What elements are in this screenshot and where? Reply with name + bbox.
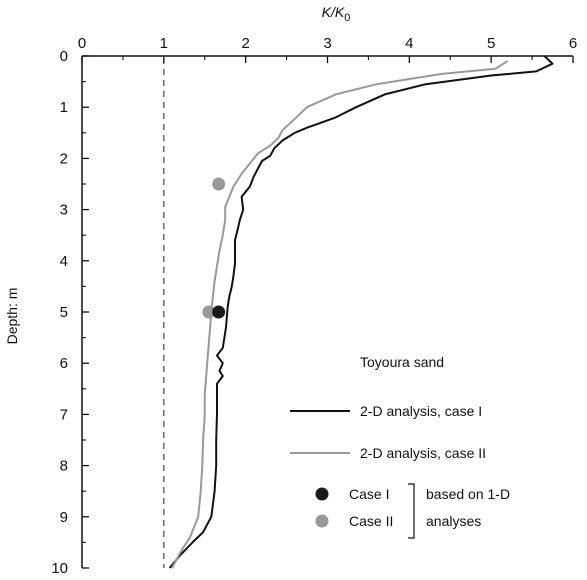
y-tick-label: 4 xyxy=(60,253,68,270)
marker-case-ii xyxy=(212,177,226,191)
legend-label-case-ii-line: 2-D analysis, case II xyxy=(360,445,486,461)
legend-bracket-text-1: based on 1-D xyxy=(426,486,510,502)
series-line-case-i xyxy=(168,55,554,569)
x-tick-label: 5 xyxy=(487,35,495,52)
x-tick-label: 0 xyxy=(78,35,86,52)
annotation-toyoura-sand: Toyoura sand xyxy=(360,354,444,370)
legend-bracket-text-2: analyses xyxy=(426,513,481,529)
legend-label-case-ii-marker: Case II xyxy=(349,513,393,529)
series-lines xyxy=(168,55,554,569)
legend-bracket xyxy=(408,483,415,539)
y-tick-label: 0 xyxy=(60,48,68,65)
legend-marker-case-i xyxy=(315,487,329,501)
y-axis-title: Depth: m xyxy=(4,288,20,345)
tick-marks: 0 1 2 3 4 5 6 0 1 2 3 4 5 6 7 8 9 10 xyxy=(51,35,577,577)
marker-case-i xyxy=(212,305,226,319)
series-line-case-ii xyxy=(171,60,509,569)
x-tick-label: 1 xyxy=(160,35,168,52)
y-tick-label: 1 xyxy=(60,99,68,116)
y-tick-label: 10 xyxy=(51,560,68,577)
x-axis-title-main: K/K xyxy=(322,4,345,20)
legend-label-case-i-marker: Case I xyxy=(349,486,389,502)
y-tick-label: 3 xyxy=(60,202,68,219)
x-tick-label: 3 xyxy=(323,35,331,52)
x-tick-label: 4 xyxy=(405,35,413,52)
legend: 2-D analysis, case I 2-D analysis, case … xyxy=(290,403,510,539)
x-tick-label: 6 xyxy=(569,35,577,52)
y-tick-label: 6 xyxy=(60,355,68,372)
y-tick-label: 2 xyxy=(60,150,68,167)
y-tick-label: 7 xyxy=(60,406,68,423)
y-tick-label: 5 xyxy=(60,304,68,321)
reference-markers xyxy=(202,177,226,319)
marker-case-ii xyxy=(202,305,216,319)
y-tick-label: 9 xyxy=(60,509,68,526)
legend-label-case-i-line: 2-D analysis, case I xyxy=(360,403,482,419)
x-tick-label: 2 xyxy=(241,35,249,52)
x-axis-title: K/K0 xyxy=(322,4,351,24)
x-axis-title-subscript: 0 xyxy=(344,12,350,24)
legend-marker-case-ii xyxy=(315,514,329,528)
y-tick-label: 8 xyxy=(60,458,68,475)
